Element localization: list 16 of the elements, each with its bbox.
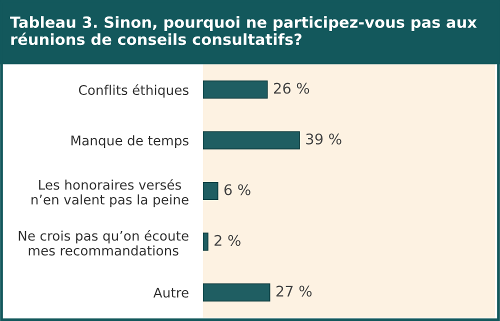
data-label: 27 % bbox=[276, 286, 312, 297]
bar bbox=[203, 182, 218, 200]
data-label: 26 % bbox=[274, 82, 310, 94]
chart-title: Tableau 3. Sinon, pourquoi ne participez-vous pas aux réunions de conseils consultatifs? bbox=[10, 16, 477, 46]
bar bbox=[203, 131, 300, 150]
bar bbox=[203, 283, 270, 302]
y-tick-label: Autre bbox=[153, 288, 188, 298]
bar bbox=[203, 80, 268, 99]
bar bbox=[203, 232, 208, 251]
y-tick-label: Ne crois pas qu’on écoute mes recommandations bbox=[18, 230, 188, 256]
y-tick-label: Conflits éthiques bbox=[78, 84, 188, 98]
data-label: 2 % bbox=[214, 234, 240, 246]
y-tick-label: Les honoraires versés n’en valent pas la peine bbox=[32, 179, 188, 208]
data-label: 6 % bbox=[224, 184, 250, 196]
y-tick-label: Manque de temps bbox=[71, 135, 188, 148]
data-label: 39 % bbox=[306, 133, 342, 145]
